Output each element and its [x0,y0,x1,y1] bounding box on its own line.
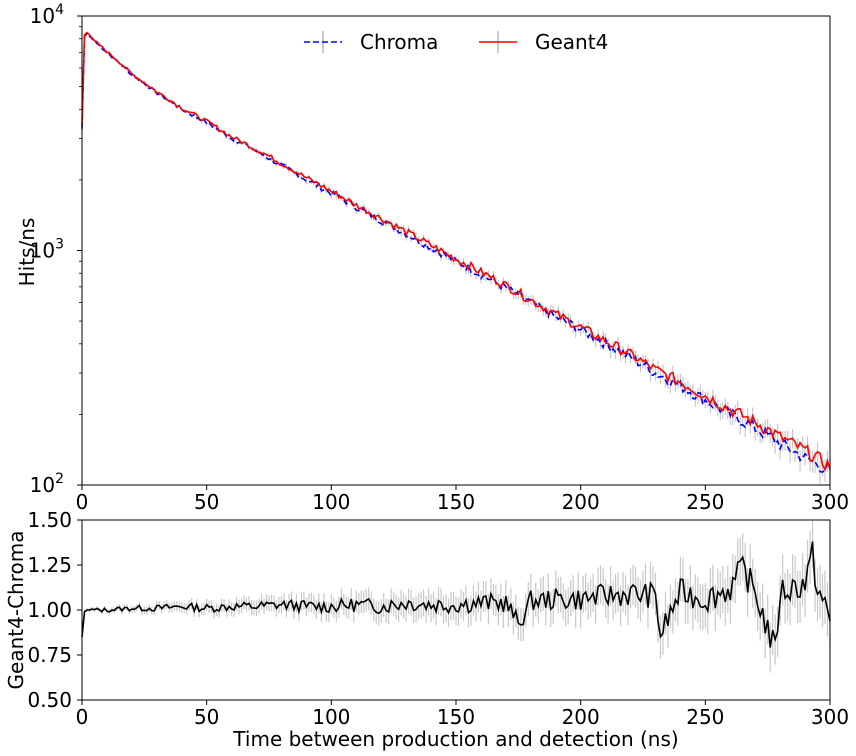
x-tick-label: 250 [686,490,724,514]
y-tick-label: 102 [30,471,64,497]
x-tick-label: 0 [76,490,89,514]
geant4-series-line [81,31,831,472]
top-y-ticks: 102 103 104 [30,2,82,497]
x-tick-label: 200 [562,490,600,514]
x-axis-label: Time between production and detection (n… [232,727,678,751]
y-tick-label: 1.25 [27,553,72,577]
y-tick-label: 103 [30,237,64,263]
y-tick-label: 104 [30,2,64,28]
bottom-y-ticks: 0.50 0.75 1.00 1.25 1.50 [27,508,82,712]
x-tick-label: 100 [312,705,350,729]
legend-item-geant4: Geant4 [479,30,608,54]
x-tick-label: 50 [194,705,219,729]
x-tick-label: 150 [437,490,475,514]
legend: Chroma Geant4 [304,30,608,54]
legend-chroma-label: Chroma [360,30,438,54]
x-tick-label: 100 [312,490,350,514]
legend-item-chroma: Chroma [304,30,438,54]
top-y-axis-label: Hits/ns [15,218,39,287]
x-tick-label: 250 [686,705,724,729]
x-tick-label: 300 [811,490,849,514]
top-panel: 0 50 100 150 200 250 300 102 103 104 Hits/ns Chr… [15,2,849,514]
x-tick-label: 200 [562,705,600,729]
y-tick-label: 1.50 [27,508,72,532]
legend-geant4-label: Geant4 [535,30,608,54]
x-tick-label: 50 [194,490,219,514]
y-tick-label: 0.50 [27,688,72,712]
bottom-x-ticks: 0 50 100 150 200 250 300 [76,700,849,729]
ratio-series-line [81,541,831,648]
top-x-ticks: 0 50 100 150 200 250 300 [76,485,849,514]
y-tick-label: 0.75 [27,643,72,667]
bottom-panel: 0 50 100 150 200 250 300 0.500.751.001.251.50 … [4,508,849,751]
x-tick-label: 0 [76,705,89,729]
top-error-bars [81,32,831,484]
x-tick-label: 150 [437,705,475,729]
y-tick-label: 1.00 [27,598,72,622]
bottom-y-axis-label: Geant4-Chroma [4,531,28,690]
x-tick-label: 300 [811,705,849,729]
